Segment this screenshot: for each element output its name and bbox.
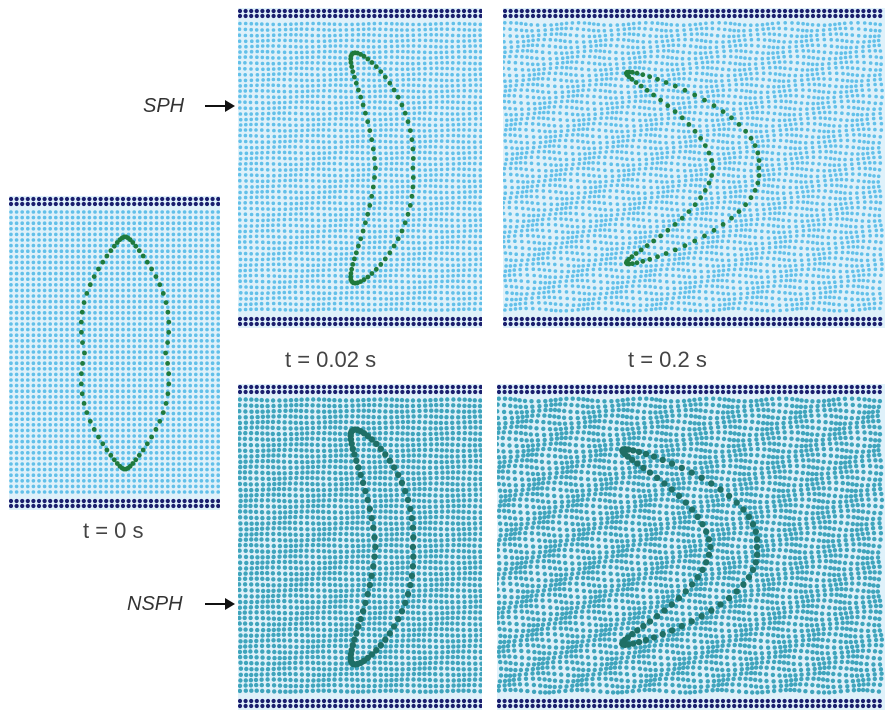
panel-sph-t02-svg (503, 8, 885, 328)
fluid-particles (497, 397, 884, 695)
time-label-t002: t = 0.02 s (285, 347, 376, 373)
fluid-particles (238, 22, 482, 312)
panel-nsph-t002 (238, 384, 482, 710)
panel-sph-t02 (503, 8, 885, 328)
time-label-initial: t = 0 s (83, 518, 144, 544)
method-label-sph: SPH (143, 95, 184, 118)
method-label-nsph: NSPH (127, 593, 183, 616)
panel-sph-t002 (238, 8, 482, 328)
panel-nsph-t02 (497, 384, 885, 710)
panel-initial (9, 196, 220, 510)
panel-nsph-t02-svg (497, 384, 885, 710)
boundary-particles (503, 9, 882, 326)
arrow-nsph-icon (205, 603, 233, 605)
fluid-particles (503, 21, 884, 313)
panel-initial-svg (9, 196, 220, 510)
arrow-sph-icon (205, 105, 233, 107)
fluid-particles (9, 210, 220, 494)
time-label-t02: t = 0.2 s (628, 347, 707, 373)
panel-sph-t002-svg (238, 8, 482, 328)
fluid-particles (238, 397, 482, 694)
panel-nsph-t002-svg (238, 384, 482, 710)
